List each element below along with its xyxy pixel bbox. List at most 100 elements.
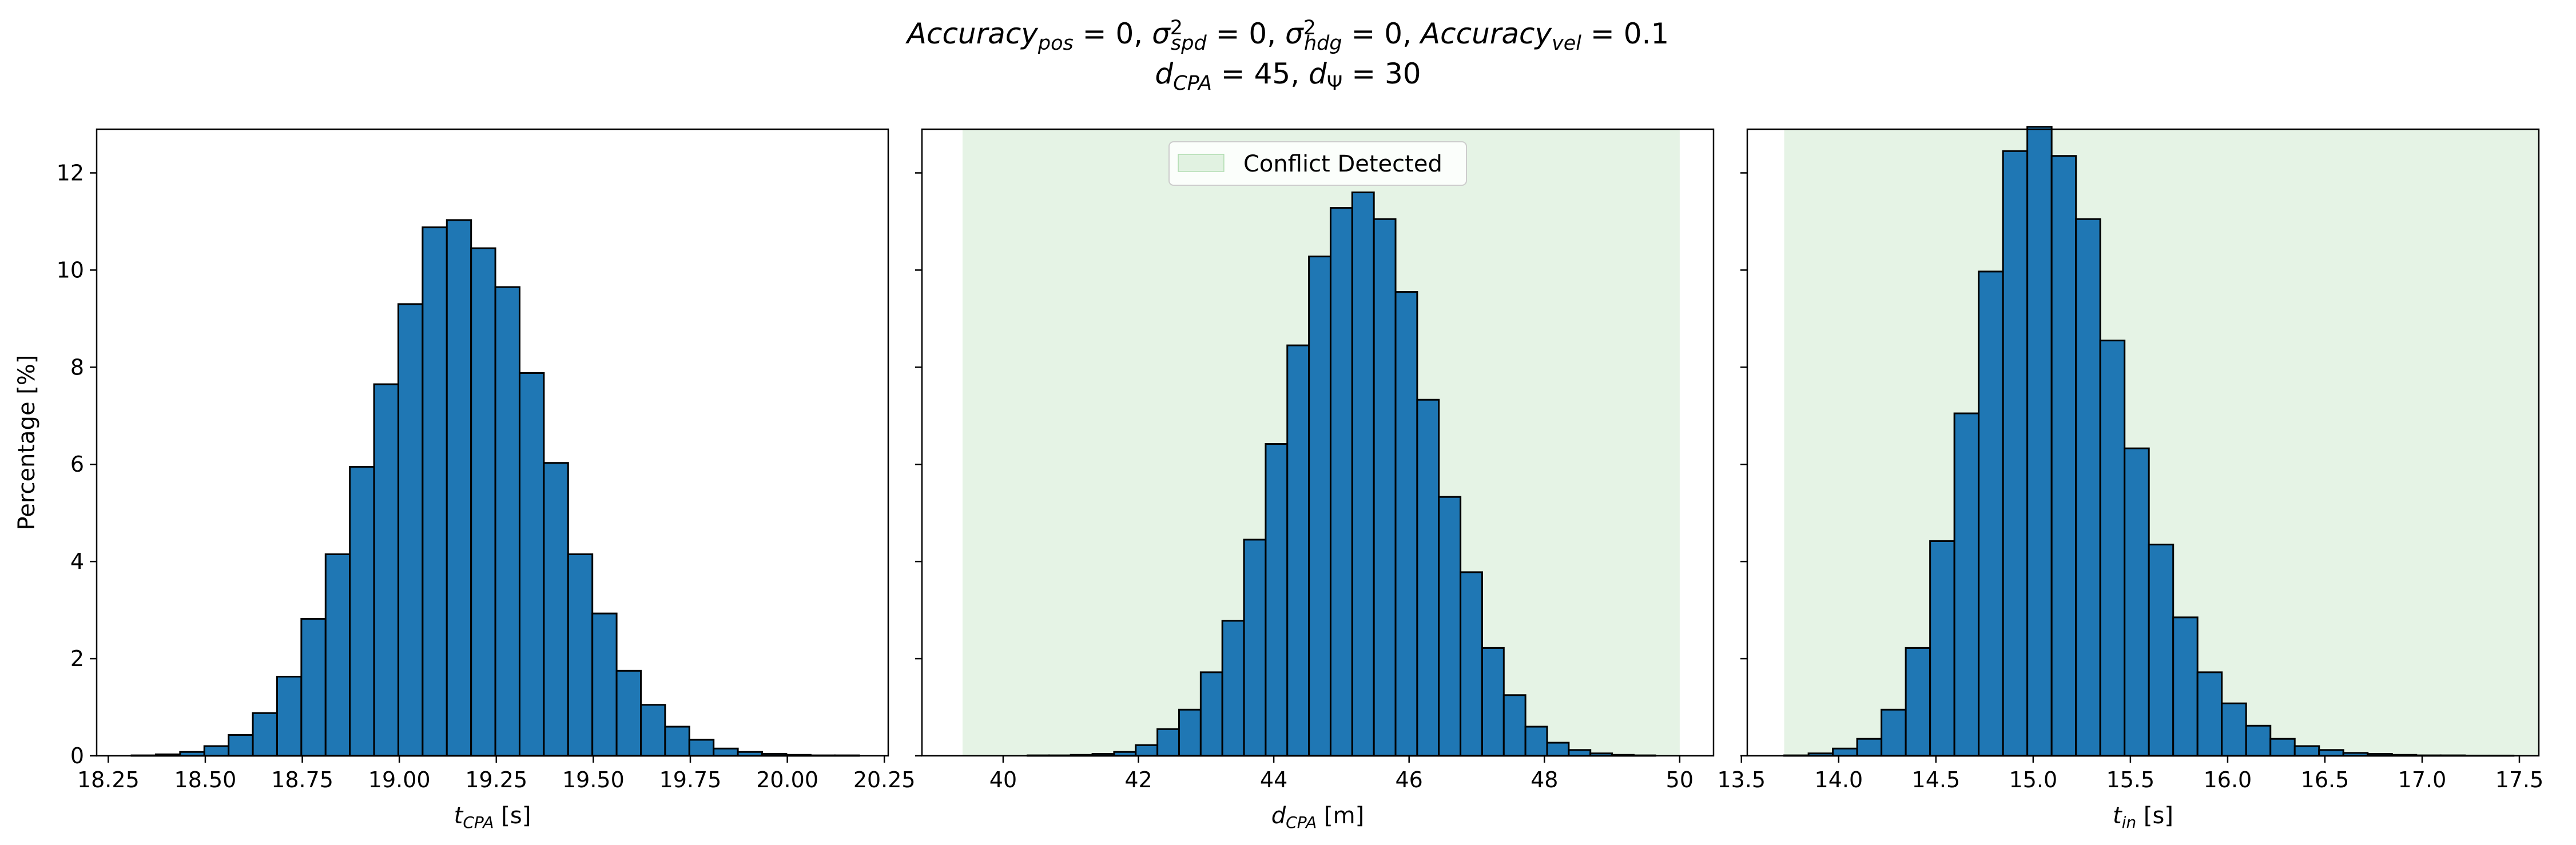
histogram-bar <box>2050 155 2077 757</box>
histogram-bar <box>1953 412 1980 757</box>
histogram-bar <box>2124 447 2150 757</box>
histogram-bar <box>324 553 351 757</box>
histogram-bar <box>1373 218 1397 757</box>
histogram-bar <box>713 747 739 757</box>
histogram-bar <box>2245 724 2272 757</box>
histogram-bars <box>130 219 860 757</box>
y-tick-label: 12 <box>57 160 84 185</box>
subplot-d-cpa: 40 42 44 46 48 50 dCPA [m] Conflict Detected <box>915 128 1715 832</box>
y-tick-label: 10 <box>57 257 84 282</box>
histogram-bar <box>2318 749 2344 757</box>
histogram-bar <box>1199 671 1223 757</box>
histogram-bar <box>228 734 254 757</box>
histogram-bar <box>2269 738 2296 757</box>
histogram-bar <box>1524 726 1548 757</box>
x-tick-label: 19.25 <box>465 767 527 792</box>
x-tick-label: 14.0 <box>1815 767 1863 792</box>
x-tick-label: 18.75 <box>271 767 333 792</box>
y-tick-label: 2 <box>70 646 84 671</box>
histogram-bar <box>1221 620 1245 757</box>
x-tick-label: 50 <box>1666 767 1694 792</box>
x-tick-label: 15.0 <box>2009 767 2058 792</box>
x-axis-label: dCPA [m] <box>1271 803 1364 832</box>
axes-frame <box>1746 128 2540 757</box>
histogram-bar <box>276 676 303 757</box>
histogram-bar <box>494 286 520 757</box>
x-tick-label: 16.0 <box>2204 767 2252 792</box>
y-tick-label: 0 <box>70 743 84 768</box>
histogram-bar <box>615 669 642 757</box>
histogram-bar <box>664 726 690 757</box>
histogram-bar <box>2026 126 2053 757</box>
histogram-bar <box>1929 540 1955 757</box>
histogram-bar <box>1265 443 1289 757</box>
histogram-bar <box>1329 207 1353 757</box>
histogram-bar <box>2196 671 2223 757</box>
axes-frame <box>96 128 889 757</box>
y-tick-label: 8 <box>70 354 84 380</box>
histogram-bar <box>1905 647 1931 757</box>
histogram-bar <box>1178 708 1202 757</box>
histogram-bar <box>2002 150 2029 757</box>
x-tick-label: 40 <box>989 767 1017 792</box>
histogram-bar <box>1832 747 1858 757</box>
x-tick-label: 17.0 <box>2398 767 2447 792</box>
histogram-bar <box>300 617 327 757</box>
x-tick-label: 14.5 <box>1912 767 1961 792</box>
x-tick-label: 18.50 <box>174 767 237 792</box>
histogram-bar <box>2293 745 2320 757</box>
x-axis-label: tCPA [s] <box>454 803 531 832</box>
legend-box <box>1168 141 1467 186</box>
x-tick-label: 19.75 <box>659 767 722 792</box>
histogram-bar <box>2172 616 2199 757</box>
histogram-bar <box>349 465 375 757</box>
legend-swatch <box>1178 154 1225 172</box>
histogram-bar <box>1308 256 1331 757</box>
histogram-bars <box>1027 191 1656 757</box>
histogram-bar <box>446 219 472 757</box>
x-tick-label: 15.5 <box>2106 767 2155 792</box>
subplot-t-cpa: 18.25 18.50 18.75 19.00 19.25 19.50 19.75 20.00… <box>14 128 916 832</box>
histogram-bar <box>1978 270 2004 757</box>
histogram-bar <box>1438 496 1462 757</box>
histogram-bar <box>1546 742 1570 757</box>
histogram-bar <box>470 247 496 757</box>
figure-title-line-2: dCPA = 45, dΨ = 30 <box>1155 57 1421 95</box>
histogram-bar <box>1286 344 1310 757</box>
histogram-bar <box>1351 191 1375 757</box>
histogram-bar <box>203 745 230 757</box>
x-tick-label: 16.5 <box>2301 767 2350 792</box>
axes-frame <box>921 128 1715 757</box>
legend-label: Conflict Detected <box>1243 151 1442 177</box>
x-tick-label: 13.5 <box>1717 767 1766 792</box>
histogram-bar <box>1481 647 1505 757</box>
x-tick-label: 48 <box>1531 767 1558 792</box>
histogram-bar <box>2148 543 2175 757</box>
x-tick-label: 42 <box>1124 767 1152 792</box>
histogram-bar <box>640 704 666 757</box>
histogram-bar <box>543 462 569 757</box>
x-tick-label: 19.00 <box>368 767 431 792</box>
histogram-bar <box>2075 218 2101 757</box>
histogram-bar <box>373 383 399 757</box>
histogram-bar <box>397 303 424 757</box>
histogram-bar <box>1856 738 1883 757</box>
x-tick-label: 18.25 <box>77 767 140 792</box>
x-tick-label: 20.25 <box>853 767 916 792</box>
y-tick-label: 4 <box>70 549 84 574</box>
histogram-bar <box>518 372 545 757</box>
histogram-bar <box>2221 702 2247 757</box>
x-tick-label: 44 <box>1260 767 1287 792</box>
histogram-bar <box>2099 340 2126 757</box>
x-tick-label: 19.50 <box>562 767 625 792</box>
histogram-bar <box>1243 539 1267 757</box>
legend: Conflict Detected <box>1168 141 1467 186</box>
histogram-bar <box>1460 571 1483 757</box>
histogram-bar <box>688 739 715 757</box>
histogram-bar <box>1502 694 1526 757</box>
histogram-bar <box>1394 291 1418 757</box>
histogram-bar <box>591 612 618 757</box>
histogram-bar <box>1135 744 1159 757</box>
histogram-bar <box>1881 708 1907 757</box>
